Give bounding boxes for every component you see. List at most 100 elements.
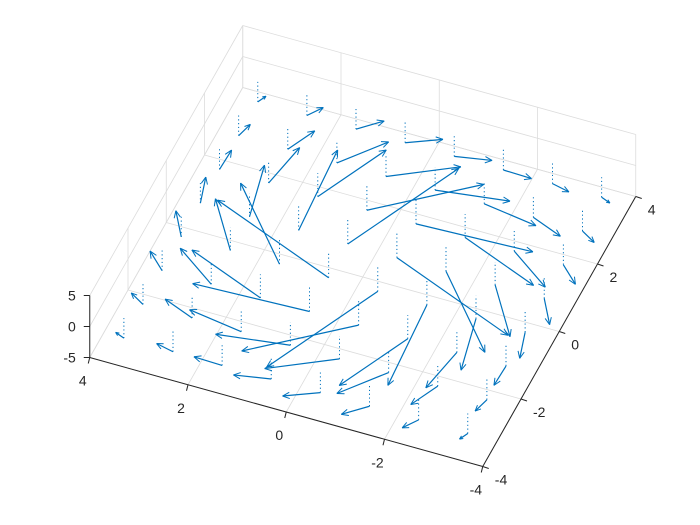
quiver-arrow	[233, 357, 272, 380]
quiver-arrow-head	[425, 384, 433, 389]
quiver-shaft	[298, 149, 339, 231]
quiver-arrow-head	[542, 279, 546, 288]
y-tick-label: 0	[571, 337, 579, 353]
quiver-arrow	[459, 413, 469, 440]
quiver-shaft	[552, 183, 570, 193]
quiver-arrow-head	[517, 350, 521, 359]
quiver-arrow-head	[175, 210, 181, 218]
quiver-arrow	[149, 249, 163, 271]
quiver-arrow-head	[233, 372, 241, 376]
quiver-arrow	[493, 344, 507, 386]
quiver-arrow-head	[568, 279, 576, 285]
quiver-arrow	[453, 134, 493, 164]
quiver-arrow	[401, 399, 420, 429]
quiver-shaft	[317, 149, 387, 198]
quiver-arrow-head	[193, 355, 202, 358]
quiver-shaft	[257, 95, 267, 103]
quiver-shaft	[503, 169, 532, 180]
quiver-arrow-head	[556, 229, 561, 237]
quiver-arrow-head	[435, 136, 444, 140]
quiver-arrow-head	[179, 248, 183, 256]
quiver-arrow-head	[244, 123, 251, 127]
quiver-arrow-head	[217, 199, 226, 203]
quiver-arrow-head	[165, 298, 173, 302]
quiver-arrow-head	[607, 199, 611, 204]
quiver-shaft	[193, 356, 223, 366]
quiver-arrow-head	[381, 149, 387, 157]
quiver-arrow-head	[173, 210, 177, 219]
floor-grid-line-y	[127, 289, 522, 400]
quiver-arrow-head	[292, 147, 300, 152]
quiver-shaft	[445, 271, 486, 353]
x-tick	[382, 439, 385, 446]
quiver-arrow	[425, 329, 458, 389]
quiver-arrow	[257, 81, 267, 103]
quiver-arrow	[115, 318, 125, 339]
quiver-arrow	[191, 249, 261, 299]
quiver-arrow-head	[502, 200, 511, 204]
quiver-shaft	[494, 284, 511, 337]
quiver-arrow-head	[336, 387, 343, 394]
quiver-shaft	[355, 120, 385, 130]
quiver-arrow-head	[307, 130, 315, 133]
back-wall-grid-line	[89, 87, 244, 358]
quiver-arrow-head	[538, 283, 546, 288]
quiver-arrow-head	[131, 292, 138, 296]
quiver-arrow	[164, 296, 193, 319]
quiver-shaft	[459, 433, 469, 440]
quiver-shaft	[306, 107, 324, 117]
y-tick	[520, 398, 528, 402]
y-tick-label: -2	[533, 404, 546, 420]
quiver-shaft	[217, 199, 329, 279]
quiver-arrow-head	[264, 165, 267, 173]
quiver-arrow-head	[266, 360, 272, 368]
quiver-shaft	[562, 264, 576, 285]
quiver-arrow	[199, 176, 208, 204]
grid-layer	[89, 25, 637, 467]
x-tick	[480, 466, 484, 473]
quiver-arrow-head	[573, 276, 576, 285]
quiver-arrow	[218, 147, 233, 170]
quiver-arrow	[502, 148, 532, 181]
quiver-arrow-head	[240, 182, 247, 189]
back-wall-grid-line	[89, 25, 244, 296]
quiver-arrow-head	[149, 250, 157, 256]
quiver-arrow-head	[410, 397, 416, 405]
quiver-arrow	[179, 247, 212, 285]
quiver-arrow-head	[410, 402, 419, 406]
quiver-arrow-head	[189, 309, 196, 316]
quiver-arrow-head	[215, 331, 224, 335]
quiver-arrow	[248, 164, 267, 217]
x-tick	[87, 357, 91, 364]
x-tick-label: 0	[275, 427, 283, 443]
quiver-arrow	[464, 214, 535, 286]
quiver-shaft	[179, 247, 212, 285]
quiver-arrow-head	[478, 346, 486, 353]
quiver-arrow-head	[459, 437, 464, 440]
y-tick	[559, 331, 566, 334]
quiver-arrow	[513, 228, 546, 288]
quiver-arrow	[193, 343, 223, 366]
quiver-shaft	[387, 304, 428, 386]
quiver-shaft	[248, 165, 266, 217]
quiver-arrow	[355, 107, 385, 130]
quiver-arrow	[268, 147, 301, 184]
quiver-arrow-head	[529, 278, 535, 286]
quiver-arrow-head	[233, 374, 241, 380]
floor-grid-line-y	[166, 222, 560, 332]
quiver-arrow-head	[544, 318, 551, 325]
quiver-shaft	[338, 338, 409, 386]
quiver-shaft	[533, 216, 561, 237]
quiver-arrow	[474, 378, 488, 412]
quiver-layer	[115, 81, 611, 440]
quiver-shaft	[268, 147, 301, 184]
quiver-arrow	[601, 177, 611, 204]
y-tick-label: -4	[495, 472, 508, 488]
quiver-arrow-head	[259, 164, 265, 172]
quiver-shaft	[175, 210, 182, 238]
quiver-arrow-head	[179, 247, 188, 252]
quiver-shaft	[238, 123, 251, 137]
quiver-arrow	[173, 210, 182, 238]
